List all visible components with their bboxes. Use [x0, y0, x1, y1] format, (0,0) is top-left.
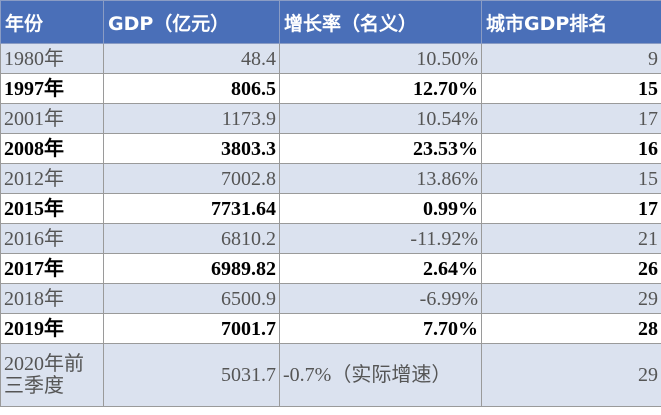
table-cell: 2015年	[0, 193, 104, 224]
table-row: 2012年 7002.8 13.86% 15	[0, 163, 661, 194]
table-cell: 21	[481, 223, 661, 254]
table-row: 1997年 806.5 12.70% 15	[0, 73, 661, 104]
table-cell: 0.99%	[279, 193, 482, 224]
table-cell: 7731.64	[103, 193, 280, 224]
table-cell: 15	[481, 73, 661, 104]
header-row: 年份 GDP（亿元） 增长率（名义） 城市GDP排名	[0, 0, 661, 44]
table-cell: 6989.82	[103, 253, 280, 284]
table-cell: 17	[481, 193, 661, 224]
table-cell: 7001.7	[103, 313, 280, 344]
table-cell: 2020年前三季度	[0, 343, 104, 407]
table-row: 2020年前三季度 5031.7 -0.7%（实际增速） 29	[0, 343, 661, 407]
table-cell: -0.7%（实际增速）	[279, 343, 482, 407]
table-cell: 2018年	[0, 283, 104, 314]
table-cell: 23.53%	[279, 133, 482, 164]
table-cell: 6810.2	[103, 223, 280, 254]
table-cell: 2017年	[0, 253, 104, 284]
table-row: 2001年 1173.9 10.54% 17	[0, 103, 661, 134]
table-cell: 5031.7	[103, 343, 280, 407]
table-row: 2018年 6500.9 -6.99% 29	[0, 283, 661, 314]
table-cell: 13.86%	[279, 163, 482, 194]
table-cell: 2008年	[0, 133, 104, 164]
header-cell: 增长率（名义）	[279, 0, 482, 44]
table-cell: 16	[481, 133, 661, 164]
table-row: 2017年 6989.82 2.64% 26	[0, 253, 661, 284]
table-cell: 26	[481, 253, 661, 284]
table-cell: 10.50%	[279, 43, 482, 74]
table-row: 2019年 7001.7 7.70% 28	[0, 313, 661, 344]
table-cell: 3803.3	[103, 133, 280, 164]
header-cell: 城市GDP排名	[481, 0, 661, 44]
table-cell: 29	[481, 343, 661, 407]
table-cell: 1997年	[0, 73, 104, 104]
header-cell: 年份	[0, 0, 104, 44]
table-cell: 7.70%	[279, 313, 482, 344]
table-cell: 10.54%	[279, 103, 482, 134]
table-cell: 9	[481, 43, 661, 74]
table-cell: 1173.9	[103, 103, 280, 134]
table-cell: 2019年	[0, 313, 104, 344]
table-cell: 1980年	[0, 43, 104, 74]
table-cell: 6500.9	[103, 283, 280, 314]
table-cell: 12.70%	[279, 73, 482, 104]
table-cell: 2001年	[0, 103, 104, 134]
table-cell: 806.5	[103, 73, 280, 104]
table-cell: 28	[481, 313, 661, 344]
table-body: 1980年 48.4 10.50% 9 1997年 806.5 12.70% 15 2001年 1…	[0, 43, 661, 407]
table-cell: 2016年	[0, 223, 104, 254]
table-row: 1980年 48.4 10.50% 9	[0, 43, 661, 74]
table-cell: 15	[481, 163, 661, 194]
table-cell: -6.99%	[279, 283, 482, 314]
table-cell: 2012年	[0, 163, 104, 194]
table-cell: 48.4	[103, 43, 280, 74]
table-row: 2015年 7731.64 0.99% 17	[0, 193, 661, 224]
table-cell: 29	[481, 283, 661, 314]
table-cell: 17	[481, 103, 661, 134]
table-cell: -11.92%	[279, 223, 482, 254]
table-row: 2016年 6810.2 -11.92% 21	[0, 223, 661, 254]
header-cell: GDP（亿元）	[103, 0, 280, 44]
table-cell: 2.64%	[279, 253, 482, 284]
table-row: 2008年 3803.3 23.53% 16	[0, 133, 661, 164]
table-cell: 7002.8	[103, 163, 280, 194]
